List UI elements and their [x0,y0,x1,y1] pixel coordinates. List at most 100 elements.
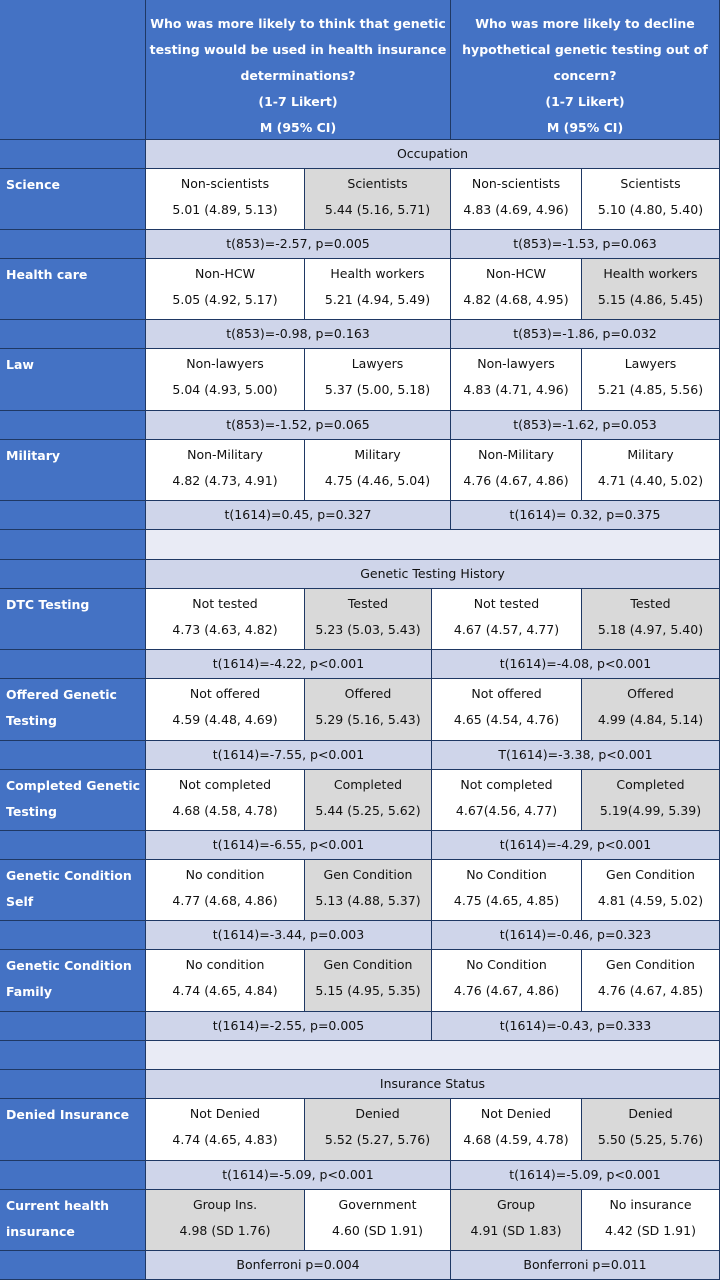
group-cell: Non-Military 4.82 (4.73, 4.91) [146,440,305,501]
group-cell: Non-scientists 5.01 (4.89, 5.13) [146,169,305,230]
group-name: Non-HCW [195,266,255,281]
group-value: 5.15 (4.95, 5.35) [315,983,421,998]
spacer-label [0,1041,146,1070]
header-line: M (95% CI) [259,120,337,135]
section-label-spacer [0,560,146,589]
group-value: 5.44 (5.25, 5.62) [315,803,421,818]
stat-row-label-spacer [0,411,146,440]
row-label-line: Family [6,984,52,999]
group-cell: No condition 4.77 (4.68, 4.86) [146,860,305,921]
group-cell: Not completed 4.68 (4.58, 4.78) [146,770,305,831]
group-cell: Not tested 4.73 (4.63, 4.82) [146,589,305,650]
group-name: Scientists [620,176,681,191]
stat-result: t(1614)=-5.09, p<0.001 [146,1161,451,1190]
group-name: No condition [185,867,265,882]
group-cell: Offered 4.99 (4.84, 5.14) [582,679,720,741]
group-cell: Non-scientists 4.83 (4.69, 4.96) [451,169,582,230]
section-label-spacer [0,140,146,169]
group-value: 4.68 (4.58, 4.78) [172,803,278,818]
stat-result: t(853)=-1.52, p=0.065 [146,411,451,440]
group-value: 4.77 (4.68, 4.86) [172,893,278,908]
stat-result: t(1614)=-5.09, p<0.001 [451,1161,720,1190]
group-name: Group Ins. [192,1197,258,1212]
group-name: Gen Condition [606,867,695,882]
column-header-insurance-determinations: Who was more likely to think that geneti… [146,0,451,140]
stat-result: t(1614)=-6.55, p<0.001 [146,831,432,860]
group-name: Offered [627,686,674,701]
group-name: Denied [355,1106,400,1121]
group-cell: Not offered 4.59 (4.48, 4.69) [146,679,305,741]
group-cell: No insurance 4.42 (SD 1.91) [582,1190,720,1251]
group-value: 4.82 (4.73, 4.91) [172,473,278,488]
group-cell: Non-Military 4.76 (4.67, 4.86) [451,440,582,501]
header-line: determinations? [240,68,356,83]
header-line: M (95% CI) [546,120,624,135]
group-cell: No condition 4.74 (4.65, 4.84) [146,950,305,1012]
group-name: Group [496,1197,536,1212]
group-name: Lawyers [624,356,677,371]
group-name: No Condition [466,867,547,882]
group-cell: Denied 5.52 (5.27, 5.76) [305,1099,451,1161]
stat-result: t(1614)=-4.29, p<0.001 [432,831,720,860]
group-name: Health workers [330,266,425,281]
group-value: 4.75 (4.46, 5.04) [324,473,431,488]
group-value: 4.68 (4.59, 4.78) [463,1132,569,1147]
group-name: Not offered [471,686,542,701]
stat-result: t(1614)=-2.55, p=0.005 [146,1012,432,1041]
stat-result: t(853)=-1.62, p=0.053 [451,411,720,440]
row-label-line: Testing [6,804,57,819]
stat-result: t(1614)=-4.22, p<0.001 [146,650,432,679]
group-cell: Gen Condition 5.15 (4.95, 5.35) [305,950,432,1012]
row-label-line: Military [6,448,61,463]
row-label: Genetic Condition Family [0,950,146,1012]
group-name: Not offered [189,686,261,701]
group-name: Military [627,447,674,462]
group-value: 4.83 (4.71, 4.96) [463,382,569,397]
group-cell: Scientists 5.44 (5.16, 5.71) [305,169,451,230]
group-cell: Not Denied 4.74 (4.65, 4.83) [146,1099,305,1161]
group-value: 4.59 (4.48, 4.69) [172,712,278,727]
stat-result: t(1614)=-4.08, p<0.001 [432,650,720,679]
group-value: 5.18 (4.97, 5.40) [597,622,704,637]
row-label-line: Law [6,357,34,372]
group-name: No condition [185,957,265,972]
group-name: Lawyers [351,356,404,371]
stat-row-label-spacer [0,921,146,950]
header-line: Who was more likely to think that geneti… [150,16,446,31]
row-label: DTC Testing [0,589,146,650]
group-cell: Military 4.75 (4.46, 5.04) [305,440,451,501]
group-cell: Military 4.71 (4.40, 5.02) [582,440,720,501]
group-name: Non-lawyers [186,356,264,371]
group-value: 5.04 (4.93, 5.00) [172,382,278,397]
row-label-line: Health care [6,267,88,282]
group-name: Not completed [178,777,272,792]
group-cell: Group Ins. 4.98 (SD 1.76) [146,1190,305,1251]
group-value: 5.19(4.99, 5.39) [599,803,702,818]
group-name: Non-lawyers [477,356,555,371]
stat-result: t(853)=-0.98, p=0.163 [146,320,451,349]
group-name: Gen Condition [323,867,413,882]
stat-row-label-spacer [0,320,146,349]
group-value: 5.29 (5.16, 5.43) [315,712,421,727]
row-label: Offered Genetic Testing [0,679,146,741]
group-value: 4.76 (4.67, 4.86) [453,983,560,998]
row-label-line: Completed Genetic [6,778,141,793]
header-corner [0,0,146,140]
group-value: 4.76 (4.67, 4.85) [597,983,704,998]
group-cell: Lawyers 5.21 (4.85, 5.56) [582,349,720,411]
column-header-decline-testing: Who was more likely to decline hypotheti… [451,0,720,140]
group-cell: Non-HCW 4.82 (4.68, 4.95) [451,259,582,320]
stat-row-label-spacer [0,650,146,679]
group-name: Not Denied [189,1106,261,1121]
group-name: Non-HCW [486,266,546,281]
row-label: Health care [0,259,146,320]
stat-row-label-spacer [0,1012,146,1041]
group-value: 5.13 (4.88, 5.37) [315,893,421,908]
stat-result: t(1614)=-0.43, p=0.333 [432,1012,720,1041]
group-cell: Health workers 5.21 (4.94, 5.49) [305,259,451,320]
group-cell: Lawyers 5.37 (5.00, 5.18) [305,349,451,411]
group-value: 4.82 (4.68, 4.95) [463,292,569,307]
group-cell: No Condition 4.76 (4.67, 4.86) [432,950,582,1012]
group-value: 5.15 (4.86, 5.45) [597,292,704,307]
section-genetic-testing-history: Genetic Testing History [146,560,720,589]
